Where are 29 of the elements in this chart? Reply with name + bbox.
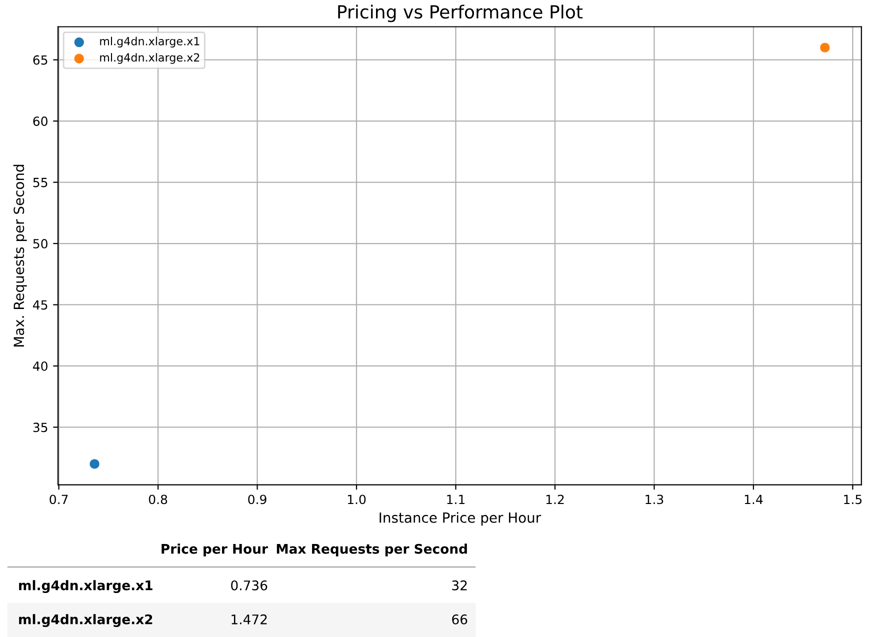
- y-tick-label: 45: [32, 300, 48, 310]
- x-tick-label: 0.8: [148, 494, 168, 504]
- x-tick-label: 1.3: [646, 494, 664, 504]
- text: 1.472: [232, 614, 267, 624]
- x-axis-title: Instance Price per Hour: [380, 512, 542, 526]
- y-tick-label: 35: [33, 422, 48, 432]
- chart-title: Pricing vs Performance Plot: [338, 4, 583, 22]
- x-tick-label: 1.5: [844, 494, 862, 504]
- x-tick-label: 1.0: [348, 494, 366, 504]
- y-tick-label: 50: [33, 238, 48, 248]
- y-tick-label: 60: [33, 116, 48, 126]
- y-tick-label: 65: [33, 55, 48, 65]
- x-tick-label: 1.4: [744, 494, 763, 504]
- text: ml.g4dn.xlarge.x1: [19, 580, 152, 593]
- text: 66: [452, 614, 468, 624]
- y-axis-title: Max. Requests per Second: [13, 164, 27, 346]
- legend-label: ml.g4dn.xlarge.x2: [100, 53, 200, 64]
- x-tick-label: 0.9: [248, 494, 266, 504]
- text: ml.g4dn.xlarge.x2: [19, 614, 152, 627]
- text: 32: [452, 580, 467, 590]
- text: Price per Hour: [162, 544, 268, 556]
- x-tick-label: 0.7: [50, 494, 68, 504]
- text: Max Requests per Second: [276, 544, 467, 556]
- y-tick-label: 40: [32, 361, 48, 371]
- text: 0.736: [231, 580, 268, 590]
- legend-label: ml.g4dn.xlarge.x1: [100, 36, 200, 48]
- x-tick-label: 1.2: [546, 494, 564, 504]
- x-tick-label: 1.1: [447, 494, 465, 504]
- y-tick-label: 55: [33, 178, 48, 188]
